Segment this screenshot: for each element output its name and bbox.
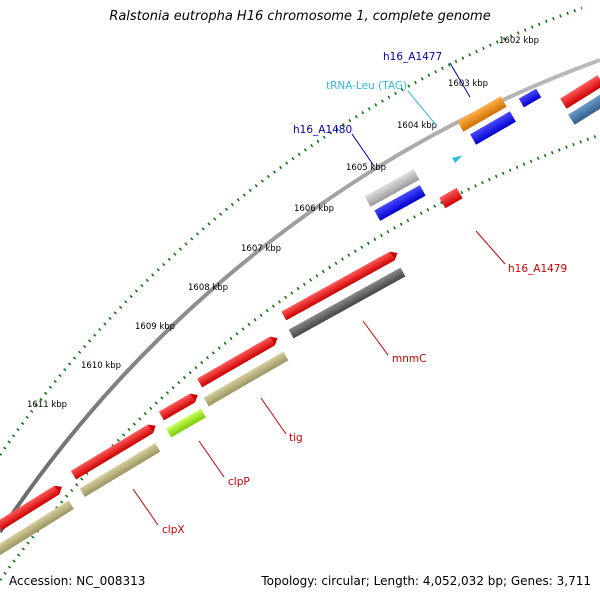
map-title: Ralstonia eutropha H16 chromosome 1, com… [109,9,491,24]
tick-label: 1604 kbp [397,121,437,131]
accession-text: Accession: NC_008313 [9,574,146,588]
feature-h16-A1480-cds[interactable] [364,169,420,207]
feature-h16-A1480-rna[interactable] [374,185,426,221]
leader-clpP [198,440,225,478]
feature-mnmC-cds[interactable] [281,249,400,321]
leader-h16-A1480 [351,133,375,167]
label-leaders [132,62,506,526]
gene-labels: h16_A1477 tRNA-Leu (TAG) h16_A1480 h16_A… [162,51,567,536]
feature-tig-cds[interactable] [197,334,280,388]
feature-clpP-cds[interactable] [158,391,200,421]
feature-clpX-cog[interactable] [0,500,74,556]
tick-label: 1602 kbp [499,36,539,46]
feature-tig-cog[interactable] [203,351,289,407]
genome-summary-text: Topology: circular; Length: 4,052,032 bp… [261,574,591,588]
feature-tRNA-Leu[interactable] [452,153,464,164]
gene-label-clpP[interactable]: clpP [228,476,250,488]
tick-label: 1607 kbp [241,244,281,254]
gene-label-h16-A1477[interactable]: h16_A1477 [383,51,442,63]
gene-label-h16-A1480[interactable]: h16_A1480 [293,124,352,136]
leader-tRNA-Leu [407,90,437,126]
feature-clpP-region-cog[interactable] [79,443,161,497]
gene-label-tig[interactable]: tig [289,432,303,444]
outer-tick-arc [0,6,583,456]
tick-label: 1609 kbp [135,322,175,332]
tick-label: 1603 kbp [448,79,488,89]
feature-top-right-blue[interactable] [518,88,542,108]
feature-top-right-steel[interactable] [568,91,600,125]
tick-label: 1608 kbp [188,283,228,293]
inner-tick-arc [0,133,600,581]
gene-label-mnmC[interactable]: mnmC [392,353,426,365]
feature-h16-A1477-cds[interactable] [457,96,507,132]
leader-h16-A1477 [449,62,471,98]
gene-label-h16-A1479[interactable]: h16_A1479 [508,263,567,275]
tick-label: 1611 kbp [27,400,67,410]
feature-clpP-cog[interactable] [166,408,206,438]
tick-label: 1610 kbp [81,361,121,371]
forward-strand-features [0,75,600,531]
feature-clpX-cds[interactable] [0,483,65,531]
feature-h16-A1479-cds[interactable] [439,187,463,209]
tick-label: 1606 kbp [294,204,334,214]
tick-label: 1605 kbp [346,163,386,173]
leader-h16-A1479 [475,230,506,265]
feature-h16-A1477-rna[interactable] [470,111,516,145]
gene-label-tRNA-Leu[interactable]: tRNA-Leu (TAG) [326,80,407,92]
feature-top-right-red[interactable] [560,75,600,109]
kbp-tick-labels: 1602 kbp 1603 kbp 1604 kbp 1605 kbp 1606… [27,36,539,410]
leader-tig [260,397,287,435]
leader-mnmC [362,320,389,356]
feature-mnmC-cog[interactable] [288,267,406,339]
leader-clpX [132,488,159,526]
gene-label-clpX[interactable]: clpX [162,524,185,536]
feature-clpP-region-cds[interactable] [70,421,158,480]
reverse-strand-features [0,91,600,556]
